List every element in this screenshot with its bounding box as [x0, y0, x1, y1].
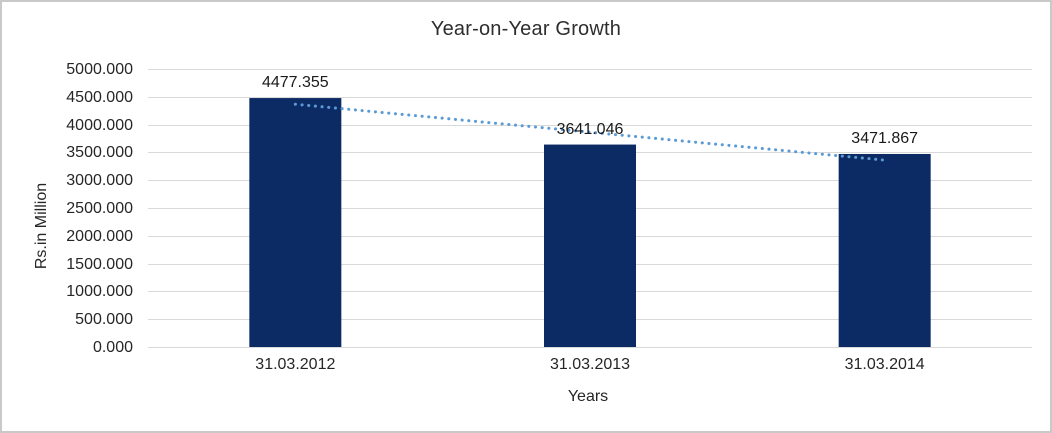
- y-axis-tick-label: 5000.000: [66, 60, 133, 78]
- y-axis-tick-label: 2000.000: [66, 227, 133, 245]
- y-axis-tick-label: 3500.000: [66, 143, 133, 161]
- bar-data-label: 3471.867: [851, 129, 919, 147]
- y-axis-tick-label: 1500.000: [66, 255, 133, 273]
- x-axis-tick-label: 31.03.2013: [549, 356, 631, 373]
- x-axis-title: Years: [567, 388, 609, 405]
- y-axis-tick-label: 3000.000: [66, 171, 133, 189]
- bar-data-label: 4477.355: [261, 74, 329, 92]
- bar-31.03.2013: [544, 144, 636, 347]
- x-axis-tick-label: 31.03.2012: [255, 356, 336, 373]
- bar-31.03.2012: [249, 98, 342, 348]
- chart-title: Year-on-Year Growth: [430, 18, 622, 40]
- y-axis-tick-label: 4000.000: [66, 116, 133, 134]
- y-axis-tick-label: 4500.000: [66, 88, 133, 106]
- y-axis-tick-label: 500.000: [75, 310, 133, 328]
- trendline: [293, 102, 887, 162]
- bar-data-label: 3641.046: [556, 120, 624, 138]
- y-axis-tick-label: 2500.000: [66, 199, 133, 217]
- y-axis-tick-label: 0.000: [92, 338, 133, 356]
- x-axis-tick-label: 31.03.2014: [844, 356, 925, 373]
- y-axis-tick-label: 1000.000: [66, 282, 133, 300]
- bar-31.03.2014: [838, 153, 931, 347]
